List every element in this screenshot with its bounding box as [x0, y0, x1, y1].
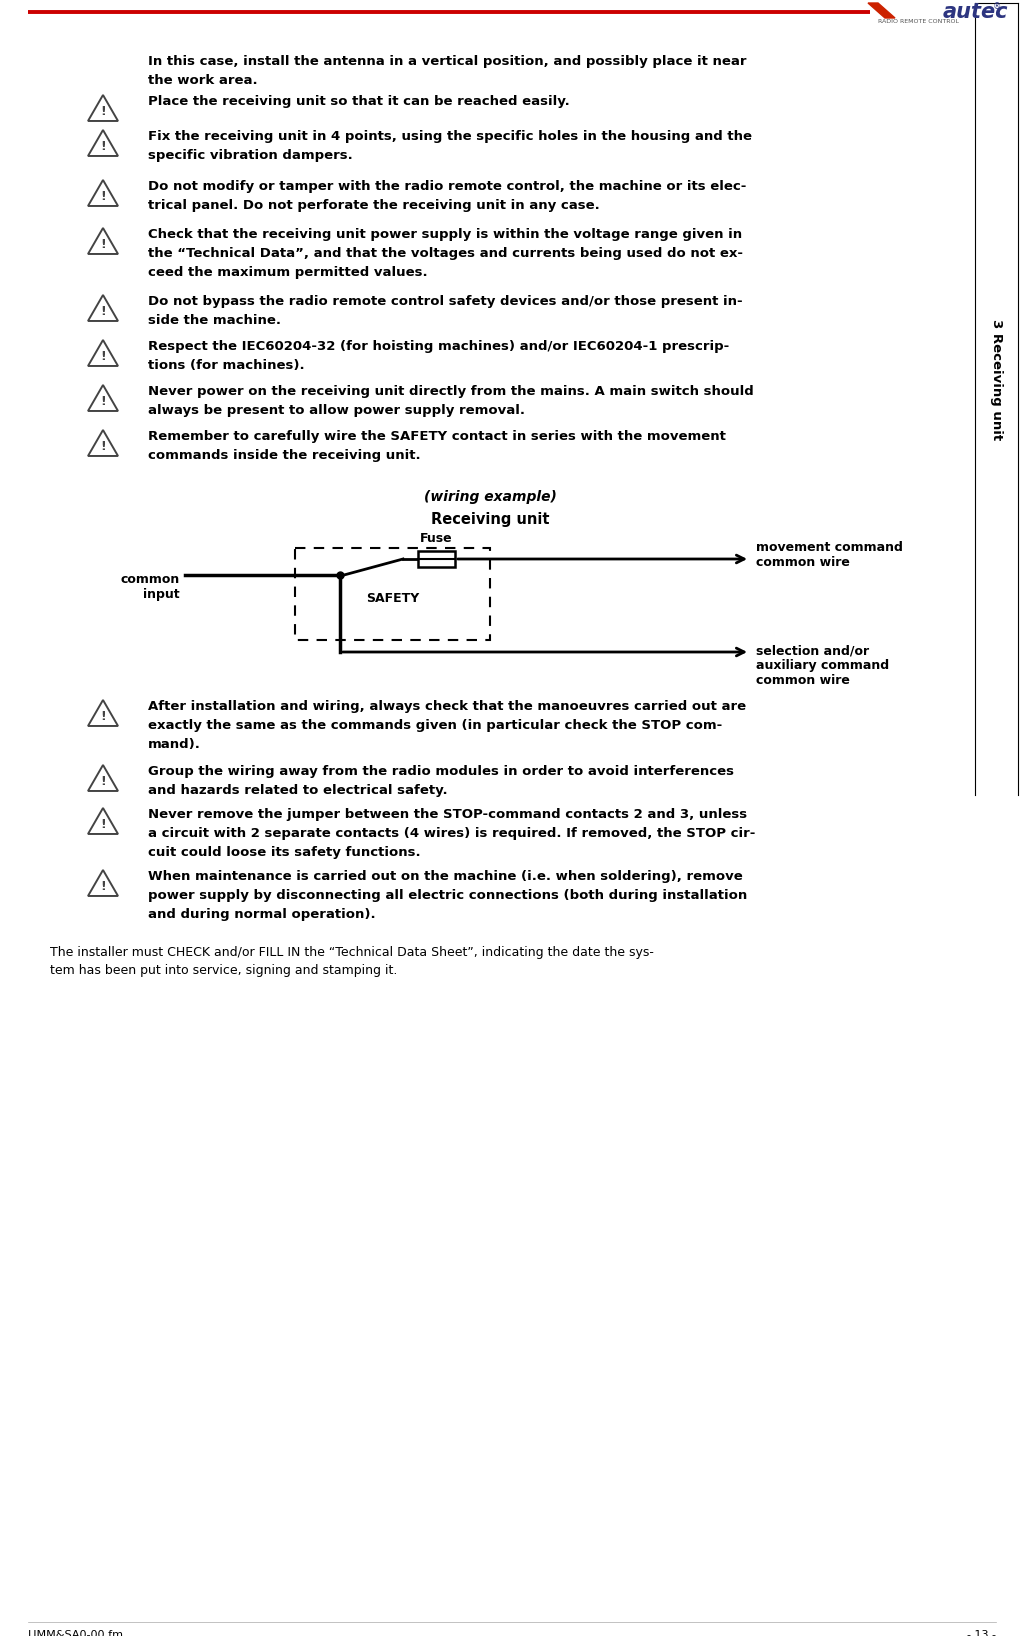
Text: !: ! — [100, 710, 105, 723]
Text: and hazards related to electrical safety.: and hazards related to electrical safety… — [148, 784, 447, 797]
Text: Fuse: Fuse — [420, 532, 453, 545]
Text: Do not bypass the radio remote control safety devices and/or those present in-: Do not bypass the radio remote control s… — [148, 294, 742, 308]
Text: !: ! — [100, 139, 105, 152]
Text: Check that the receiving unit power supply is within the voltage range given in: Check that the receiving unit power supp… — [148, 227, 742, 240]
Text: Fix the receiving unit in 4 points, using the specific holes in the housing and : Fix the receiving unit in 4 points, usin… — [148, 129, 752, 142]
Text: Never remove the jumper between the STOP-command contacts 2 and 3, unless: Never remove the jumper between the STOP… — [148, 808, 748, 821]
Text: the work area.: the work area. — [148, 74, 258, 87]
Text: !: ! — [100, 440, 105, 453]
Text: exactly the same as the commands given (in particular check the STOP com-: exactly the same as the commands given (… — [148, 718, 722, 731]
Text: tem has been put into service, signing and stamping it.: tem has been put into service, signing a… — [50, 964, 397, 977]
Text: commands inside the receiving unit.: commands inside the receiving unit. — [148, 448, 421, 461]
Text: (wiring example): (wiring example) — [424, 491, 556, 504]
Text: RADIO REMOTE CONTROL: RADIO REMOTE CONTROL — [878, 20, 959, 25]
Text: ®: ® — [993, 2, 1001, 11]
Text: Remember to carefully wire the SAFETY contact in series with the movement: Remember to carefully wire the SAFETY co… — [148, 430, 726, 443]
Text: power supply by disconnecting all electric connections (both during installation: power supply by disconnecting all electr… — [148, 888, 748, 901]
Text: always be present to allow power supply removal.: always be present to allow power supply … — [148, 404, 525, 417]
Text: 3 Receiving unit: 3 Receiving unit — [990, 319, 1002, 440]
Text: Place the receiving unit so that it can be reached easily.: Place the receiving unit so that it can … — [148, 95, 569, 108]
Bar — [418, 551, 455, 568]
Text: Never power on the receiving unit directly from the mains. A main switch should: Never power on the receiving unit direct… — [148, 384, 754, 398]
Text: common
input: common input — [121, 573, 180, 600]
Text: side the machine.: side the machine. — [148, 314, 281, 327]
Text: Receiving unit: Receiving unit — [431, 512, 549, 527]
Text: a circuit with 2 separate contacts (4 wires) is required. If removed, the STOP c: a circuit with 2 separate contacts (4 wi… — [148, 828, 756, 839]
Text: Group the wiring away from the radio modules in order to avoid interferences: Group the wiring away from the radio mod… — [148, 766, 734, 779]
Text: specific vibration dampers.: specific vibration dampers. — [148, 149, 352, 162]
Text: Respect the IEC60204-32 (for hoisting machines) and/or IEC60204-1 prescrip-: Respect the IEC60204-32 (for hoisting ma… — [148, 340, 729, 353]
Polygon shape — [868, 3, 895, 18]
Text: LIMM&SA0-00.fm: LIMM&SA0-00.fm — [28, 1629, 124, 1636]
Text: When maintenance is carried out on the machine (i.e. when soldering), remove: When maintenance is carried out on the m… — [148, 870, 742, 883]
Text: The installer must CHECK and/or FILL IN the “Technical Data Sheet”, indicating t: The installer must CHECK and/or FILL IN … — [50, 946, 654, 959]
Text: Do not modify or tamper with the radio remote control, the machine or its elec-: Do not modify or tamper with the radio r… — [148, 180, 746, 193]
Text: !: ! — [100, 105, 105, 118]
Text: !: ! — [100, 237, 105, 250]
Text: !: ! — [100, 880, 105, 893]
Text: selection and/or
auxiliary command
common wire: selection and/or auxiliary command commo… — [756, 645, 889, 687]
Text: !: ! — [100, 774, 105, 787]
Text: mand).: mand). — [148, 738, 201, 751]
Text: autec: autec — [943, 2, 1009, 21]
Text: In this case, install the antenna in a vertical position, and possibly place it : In this case, install the antenna in a v… — [148, 56, 746, 69]
Text: ceed the maximum permitted values.: ceed the maximum permitted values. — [148, 267, 428, 280]
Text: the “Technical Data”, and that the voltages and currents being used do not ex-: the “Technical Data”, and that the volta… — [148, 247, 743, 260]
Text: !: ! — [100, 350, 105, 363]
Text: !: ! — [100, 818, 105, 831]
Text: cuit could loose its safety functions.: cuit could loose its safety functions. — [148, 846, 421, 859]
Text: - 13 -: - 13 - — [967, 1629, 996, 1636]
Text: trical panel. Do not perforate the receiving unit in any case.: trical panel. Do not perforate the recei… — [148, 200, 600, 213]
Text: tions (for machines).: tions (for machines). — [148, 358, 304, 371]
Text: SAFETY: SAFETY — [366, 592, 419, 605]
Text: !: ! — [100, 190, 105, 203]
Text: and during normal operation).: and during normal operation). — [148, 908, 376, 921]
Text: movement command
common wire: movement command common wire — [756, 542, 903, 569]
Text: After installation and wiring, always check that the manoeuvres carried out are: After installation and wiring, always ch… — [148, 700, 746, 713]
Text: !: ! — [100, 304, 105, 317]
Text: !: ! — [100, 394, 105, 407]
